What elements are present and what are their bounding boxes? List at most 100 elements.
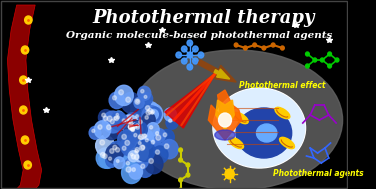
Polygon shape <box>216 100 234 130</box>
Circle shape <box>142 112 155 127</box>
Ellipse shape <box>213 88 306 168</box>
Ellipse shape <box>130 50 343 189</box>
Circle shape <box>122 119 125 122</box>
Circle shape <box>143 136 155 148</box>
Circle shape <box>96 135 114 156</box>
Circle shape <box>100 153 105 158</box>
Circle shape <box>102 113 105 117</box>
Circle shape <box>320 58 324 62</box>
Circle shape <box>141 89 144 93</box>
Circle shape <box>179 148 182 152</box>
Circle shape <box>149 109 158 119</box>
Circle shape <box>103 116 108 121</box>
Circle shape <box>142 134 146 139</box>
Circle shape <box>127 123 143 140</box>
Circle shape <box>100 140 105 145</box>
Circle shape <box>187 52 193 58</box>
Circle shape <box>187 40 193 46</box>
Circle shape <box>126 97 130 102</box>
Circle shape <box>328 64 332 68</box>
Circle shape <box>138 142 152 158</box>
Circle shape <box>122 134 126 139</box>
Ellipse shape <box>215 130 235 140</box>
Circle shape <box>137 160 153 177</box>
Circle shape <box>169 119 172 122</box>
Circle shape <box>148 108 153 114</box>
Circle shape <box>118 130 136 150</box>
Circle shape <box>132 122 147 138</box>
Circle shape <box>110 119 114 124</box>
Circle shape <box>124 119 144 141</box>
Circle shape <box>280 46 284 50</box>
Circle shape <box>131 130 144 144</box>
Circle shape <box>123 158 136 172</box>
Circle shape <box>150 126 153 129</box>
Circle shape <box>126 118 140 133</box>
Circle shape <box>115 113 125 125</box>
Circle shape <box>114 157 125 169</box>
Circle shape <box>127 118 132 123</box>
Circle shape <box>138 130 155 148</box>
Ellipse shape <box>280 137 294 149</box>
Circle shape <box>106 144 123 163</box>
Circle shape <box>135 140 155 162</box>
Circle shape <box>146 106 150 110</box>
Circle shape <box>151 140 155 144</box>
Circle shape <box>187 64 193 70</box>
Circle shape <box>121 162 141 184</box>
Circle shape <box>146 139 148 142</box>
Ellipse shape <box>233 112 248 124</box>
Circle shape <box>156 132 159 135</box>
Circle shape <box>179 188 182 189</box>
Circle shape <box>182 58 187 64</box>
Circle shape <box>136 125 139 129</box>
Circle shape <box>129 125 133 130</box>
Text: Organic molecule-based photothermal agents: Organic molecule-based photothermal agen… <box>66 30 332 40</box>
Circle shape <box>94 121 111 139</box>
Circle shape <box>135 155 139 160</box>
Polygon shape <box>208 90 242 140</box>
Circle shape <box>121 92 141 113</box>
Circle shape <box>123 113 143 135</box>
Circle shape <box>128 124 140 137</box>
Circle shape <box>136 115 138 118</box>
Circle shape <box>141 131 153 144</box>
Ellipse shape <box>236 108 292 158</box>
Circle shape <box>106 115 123 133</box>
Circle shape <box>111 114 123 126</box>
Circle shape <box>111 112 127 130</box>
Circle shape <box>109 157 112 160</box>
Circle shape <box>142 106 160 125</box>
Circle shape <box>133 112 144 123</box>
Circle shape <box>135 147 139 152</box>
Circle shape <box>138 142 141 145</box>
Circle shape <box>131 125 135 130</box>
Circle shape <box>135 99 140 104</box>
Circle shape <box>127 122 143 138</box>
Circle shape <box>128 151 144 168</box>
Circle shape <box>121 115 138 133</box>
Circle shape <box>152 146 168 163</box>
Circle shape <box>141 145 145 149</box>
Ellipse shape <box>256 124 277 142</box>
Circle shape <box>117 116 120 119</box>
Circle shape <box>130 94 150 115</box>
Circle shape <box>131 128 135 132</box>
Circle shape <box>143 104 163 125</box>
Circle shape <box>139 145 144 150</box>
Circle shape <box>114 111 124 122</box>
Circle shape <box>193 46 198 52</box>
Circle shape <box>107 116 112 122</box>
Circle shape <box>92 129 95 132</box>
Circle shape <box>193 58 198 64</box>
Circle shape <box>151 112 153 114</box>
Circle shape <box>131 127 134 130</box>
Circle shape <box>128 124 133 130</box>
Circle shape <box>96 148 115 168</box>
Circle shape <box>25 16 32 24</box>
Circle shape <box>148 107 161 121</box>
Circle shape <box>135 149 138 153</box>
Text: Photothermal agents: Photothermal agents <box>273 170 364 178</box>
Circle shape <box>103 154 107 159</box>
Circle shape <box>176 52 182 58</box>
